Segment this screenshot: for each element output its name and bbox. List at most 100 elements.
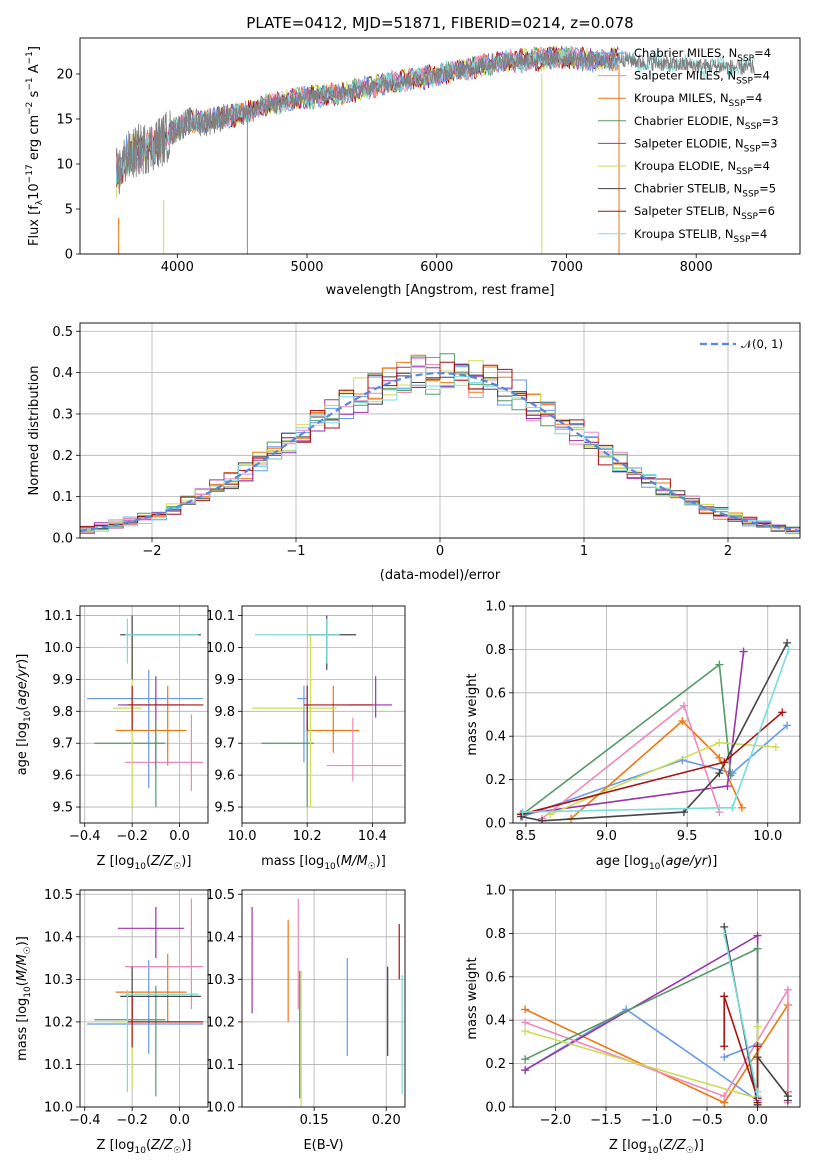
x-tick-label: 9.0 [596,829,617,844]
plus-marker [783,1096,792,1105]
histogram-step [80,361,800,532]
model-spectrum-line [115,47,619,188]
y-tick-label: 0.8 [485,643,506,658]
y-tick-label: 10.1 [44,609,73,624]
plus-marker [723,782,732,791]
age-vs-mass-panel: 10.0 10.2 10.4 9.5 9.6 9.7 9.8 9.9 10.0 10.1 mass … [206,605,406,872]
legend-entry: Chabrier STELIB, NSSP=5 [634,182,776,200]
y-tick-label: 9.9 [52,673,73,688]
x-tick-label: 7000 [550,260,583,275]
plus-marker [771,743,780,752]
plus-marker [720,929,729,938]
x-tick-label: −2.0 [540,1113,572,1128]
x-tick-label: 0.20 [372,1113,401,1128]
plus-marker [715,753,724,762]
x-tick-label: 5000 [290,260,323,275]
y-axis-label: Flux [fλ10−17 erg cm−2 s−1 A−1] [25,46,45,246]
legend-entry: Salpeter MILES, NSSP=4 [634,69,770,87]
axes-frame [512,605,801,824]
mass-weight-line [520,642,788,822]
plus-marker [753,944,762,953]
x-axis-label: Z [log10(Z/Z☉)] [97,1138,192,1156]
x-axis-label: Z [log10(Z/Z☉)] [97,854,192,872]
mass-weight-line [524,1026,759,1100]
x-tick-label: −0.2 [116,1113,148,1128]
x-axis-label: wavelength [Angstrom, rest frame] [326,283,555,298]
y-tick-label: 5 [65,203,73,218]
mass-weight-line [524,934,759,1099]
y-tick-label: 10.0 [44,1101,73,1116]
y-tick-label: 0.0 [52,532,73,547]
y-tick-label: 9.7 [214,737,235,752]
plus-marker [784,645,793,654]
legend-entry: Kroupa STELIB, NSSP=4 [634,227,767,245]
mass-weight-line [524,1008,759,1103]
axes-frame [79,37,801,255]
plus-marker [518,808,527,817]
x-tick-label: −0.2 [116,829,148,844]
x-tick-label: −2 [142,544,161,559]
x-tick-label: 0.15 [300,1113,329,1128]
x-axis-label: age [log10(age/yr)] [596,854,718,872]
y-tick-label: 10 [56,158,73,173]
x-axis-label: (data-model)/error [380,568,501,583]
y-tick-label: 10.5 [44,888,73,903]
plus-marker [720,1053,729,1062]
y-tick-label: 10.0 [206,1101,235,1116]
y-tick-label: 9.5 [214,801,235,816]
y-axis-label: mass weight [465,957,480,1039]
y-tick-label: 10.4 [206,930,235,945]
plus-marker [720,992,729,1001]
plot-area [251,615,402,808]
y-tick-label: 0.0 [485,817,506,832]
y-tick-label: 1.0 [485,600,506,615]
y-tick-label: 10.5 [206,888,235,903]
axes-frame [241,605,406,824]
plus-marker [720,1042,729,1051]
x-tick-label: 10.0 [753,829,782,844]
plus-marker [715,660,724,669]
x-tick-label: 4000 [161,260,194,275]
x-tick-label: 9.5 [677,829,698,844]
x-tick-label: −1.0 [641,1113,673,1128]
mass-weight-vs-metallicity-panel: −2.0 −1.5 −1.0 −0.5 0.0 0.0 0.2 0.4 0.6 0.8 1.0 Z [… [465,884,801,1156]
plot-area [517,638,793,823]
y-tick-label: 10.1 [206,609,235,624]
y-tick-label: 0.2 [485,1057,506,1072]
y-tick-label: 0.6 [485,970,506,985]
y-tick-label: 10.2 [206,1015,235,1030]
y-tick-label: 10.4 [44,930,73,945]
mass-weight-line [522,649,790,813]
plus-marker [778,708,787,717]
plot-area [87,615,204,808]
x-axis-label: mass [log10(M/M☉)] [261,854,386,872]
plus-marker [726,771,735,780]
y-axis-label: mass [log10(M/M☉)] [15,936,33,1061]
histogram-step [80,367,800,534]
normal-reference-curve [80,371,800,532]
mass-weight-line [723,926,789,1105]
figure-title: PLATE=0412, MJD=51871, FIBERID=0214, z=0… [246,14,633,32]
x-tick-label: −1.5 [590,1113,622,1128]
model-spectrum-line [115,46,619,187]
legend-entry: Salpeter STELIB, NSSP=6 [634,204,775,222]
plus-marker [753,1022,762,1031]
plot-area [251,898,403,1107]
plus-marker [521,1027,530,1036]
plus-marker [679,701,688,710]
mass-weight-line [522,663,732,815]
legend-entry: Chabrier MILES, NSSP=4 [634,46,771,64]
x-axis-label: Z [log10(Z/Z☉)] [609,1138,704,1156]
y-tick-label: 0.5 [52,325,73,340]
axes-frame [79,605,209,824]
y-axis-label: mass weight [465,673,480,755]
x-tick-label: 0.0 [747,1113,768,1128]
plus-marker [521,1066,530,1075]
y-axis-label: Normed distribution [27,366,42,496]
plus-marker [538,816,547,823]
y-tick-label: 0.8 [485,927,506,942]
axes-frame [79,322,801,539]
y-tick-label: 0.2 [485,773,506,788]
plus-marker [521,1055,530,1064]
